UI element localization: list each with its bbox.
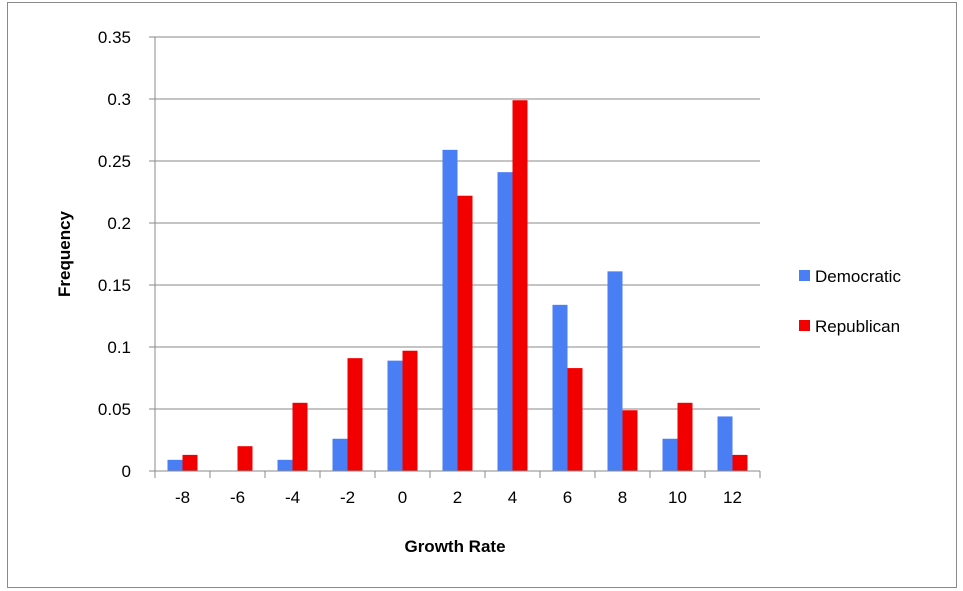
bar-democratic <box>607 271 623 471</box>
y-axis-title: Frequency <box>55 210 74 297</box>
legend-swatch-democratic <box>799 270 810 281</box>
bar-republican <box>732 454 748 471</box>
bar-republican <box>182 454 198 471</box>
bar-democratic <box>387 360 403 471</box>
bar-democratic <box>662 438 678 471</box>
bar-democratic <box>717 416 733 471</box>
y-tick-label: 0.3 <box>107 90 131 109</box>
bar-republican <box>512 100 528 472</box>
y-tick-label: 0.05 <box>98 400 131 419</box>
bar-democratic <box>497 172 513 471</box>
bar-republican <box>237 446 253 471</box>
x-tick-label: -8 <box>175 488 190 507</box>
legend-label-democratic: Democratic <box>815 267 901 286</box>
axes <box>149 36 761 478</box>
x-tick-label: -4 <box>285 488 300 507</box>
legend-swatch-republican <box>799 320 810 331</box>
y-tick-label: 0.2 <box>107 214 131 233</box>
chart-frame <box>7 2 957 588</box>
x-tick-label: 8 <box>618 488 627 507</box>
bar-republican <box>457 195 473 471</box>
bar-democratic <box>167 459 183 471</box>
bar-republican <box>622 410 638 471</box>
bar-republican <box>567 368 583 471</box>
bar-republican <box>292 402 308 471</box>
x-tick-labels: -8 -6 -4 -2 0 2 4 6 8 10 12 <box>175 488 742 507</box>
x-tick-label: 10 <box>668 488 687 507</box>
y-tick-label: 0.35 <box>98 28 131 47</box>
x-tick-label: 12 <box>723 488 742 507</box>
y-tick-label: 0.15 <box>98 276 131 295</box>
legend: Democratic Republican <box>799 267 901 336</box>
x-tick-label: 2 <box>453 488 462 507</box>
x-tick-label: -6 <box>230 488 245 507</box>
bars <box>167 100 748 472</box>
bar-republican <box>347 358 363 471</box>
x-tick-label: 6 <box>563 488 572 507</box>
bar-republican <box>402 350 418 471</box>
x-axis-title: Growth Rate <box>404 537 505 556</box>
y-tick-label: 0.25 <box>98 152 131 171</box>
legend-label-republican: Republican <box>815 317 900 336</box>
bar-republican <box>677 402 693 471</box>
x-tick-label: 4 <box>508 488 517 507</box>
bar-democratic <box>552 304 568 471</box>
bar-democratic <box>277 459 293 471</box>
y-tick-label: 0 <box>122 462 131 481</box>
bar-democratic <box>332 438 348 471</box>
bar-democratic <box>442 149 458 471</box>
x-tick-label: -2 <box>340 488 355 507</box>
y-tick-label: 0.1 <box>107 338 131 357</box>
y-tick-labels: 0 0.05 0.1 0.15 0.2 0.25 0.3 0.35 <box>98 28 131 481</box>
x-tick-label: 0 <box>398 488 407 507</box>
